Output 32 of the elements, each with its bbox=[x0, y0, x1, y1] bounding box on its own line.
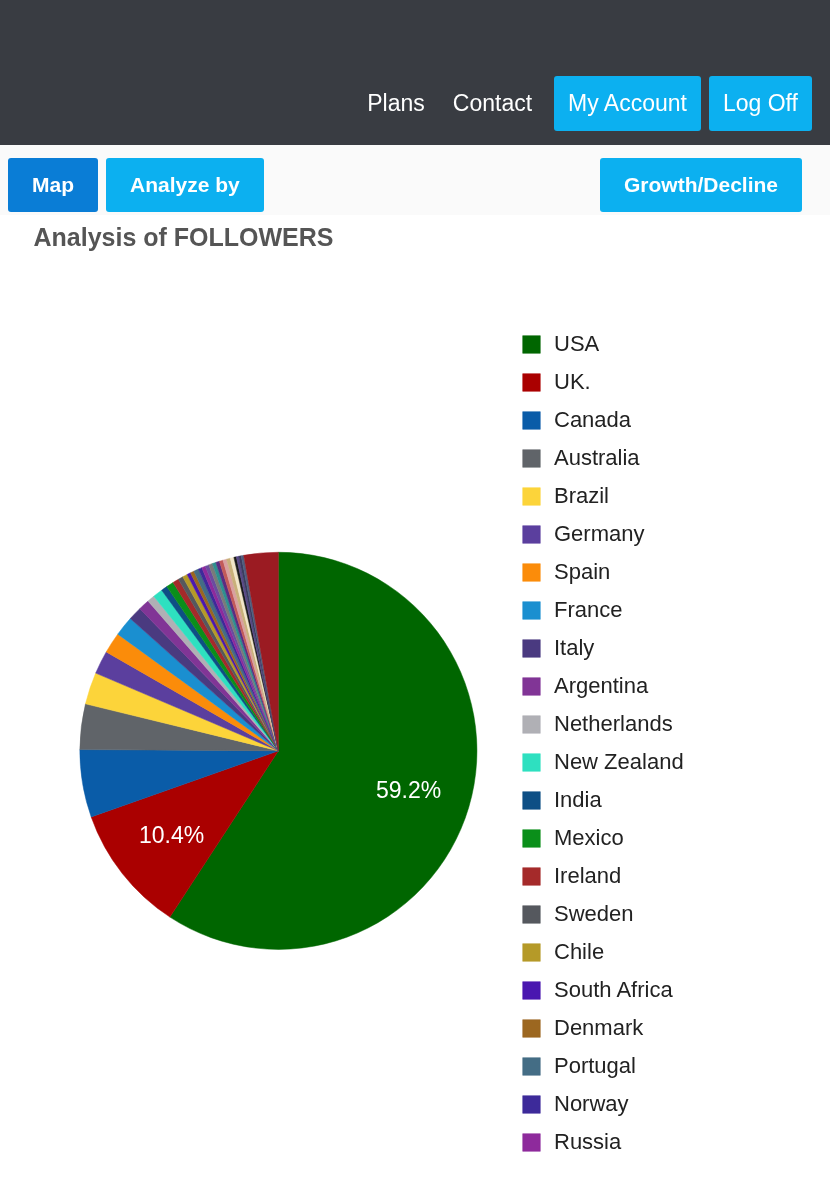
legend-label: Argentina bbox=[554, 673, 649, 699]
legend-label: France bbox=[554, 597, 623, 623]
legend-label: Germany bbox=[554, 521, 645, 547]
data-label: 10.4% bbox=[138, 821, 205, 848]
legend-label: USA bbox=[554, 331, 600, 357]
legend-label: Netherlands bbox=[554, 711, 673, 737]
legend-label: Chile bbox=[554, 939, 605, 965]
legend-label: Portugal bbox=[554, 1053, 636, 1079]
legend-label: Brazil bbox=[554, 483, 610, 509]
legend-label: Sweden bbox=[554, 901, 634, 927]
legend-label: India bbox=[554, 787, 602, 813]
legend-label: Denmark bbox=[554, 1015, 644, 1041]
legend-label: Ireland bbox=[554, 863, 622, 889]
legend-label: Australia bbox=[554, 445, 640, 471]
legend-label: New Zealand bbox=[554, 749, 684, 775]
legend-label: Russia bbox=[554, 1129, 622, 1155]
legend-label: Mexico bbox=[554, 825, 624, 851]
legend-label: South Africa bbox=[554, 977, 673, 1003]
legend-label: Norway bbox=[554, 1091, 629, 1117]
text: Log Off bbox=[708, 76, 812, 131]
legend-label: UK. bbox=[554, 369, 591, 395]
chart-title: Analysis of FOLLOWERS bbox=[33, 222, 334, 251]
data-label: 59.2% bbox=[376, 776, 442, 803]
text: Plans bbox=[366, 89, 426, 118]
legend-label: Spain bbox=[554, 559, 611, 585]
text: Map bbox=[8, 158, 98, 212]
legend-label: Italy bbox=[554, 635, 595, 661]
text: Contact bbox=[451, 89, 534, 118]
text: Analyze by bbox=[106, 158, 264, 212]
text: Growth/Decline bbox=[599, 158, 802, 212]
text: My Account bbox=[554, 76, 701, 131]
legend-label: Canada bbox=[554, 407, 632, 433]
